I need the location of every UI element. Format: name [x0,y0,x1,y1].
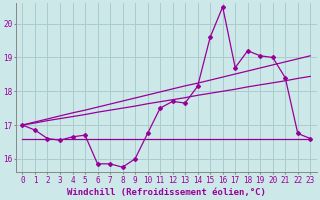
X-axis label: Windchill (Refroidissement éolien,°C): Windchill (Refroidissement éolien,°C) [67,188,266,197]
